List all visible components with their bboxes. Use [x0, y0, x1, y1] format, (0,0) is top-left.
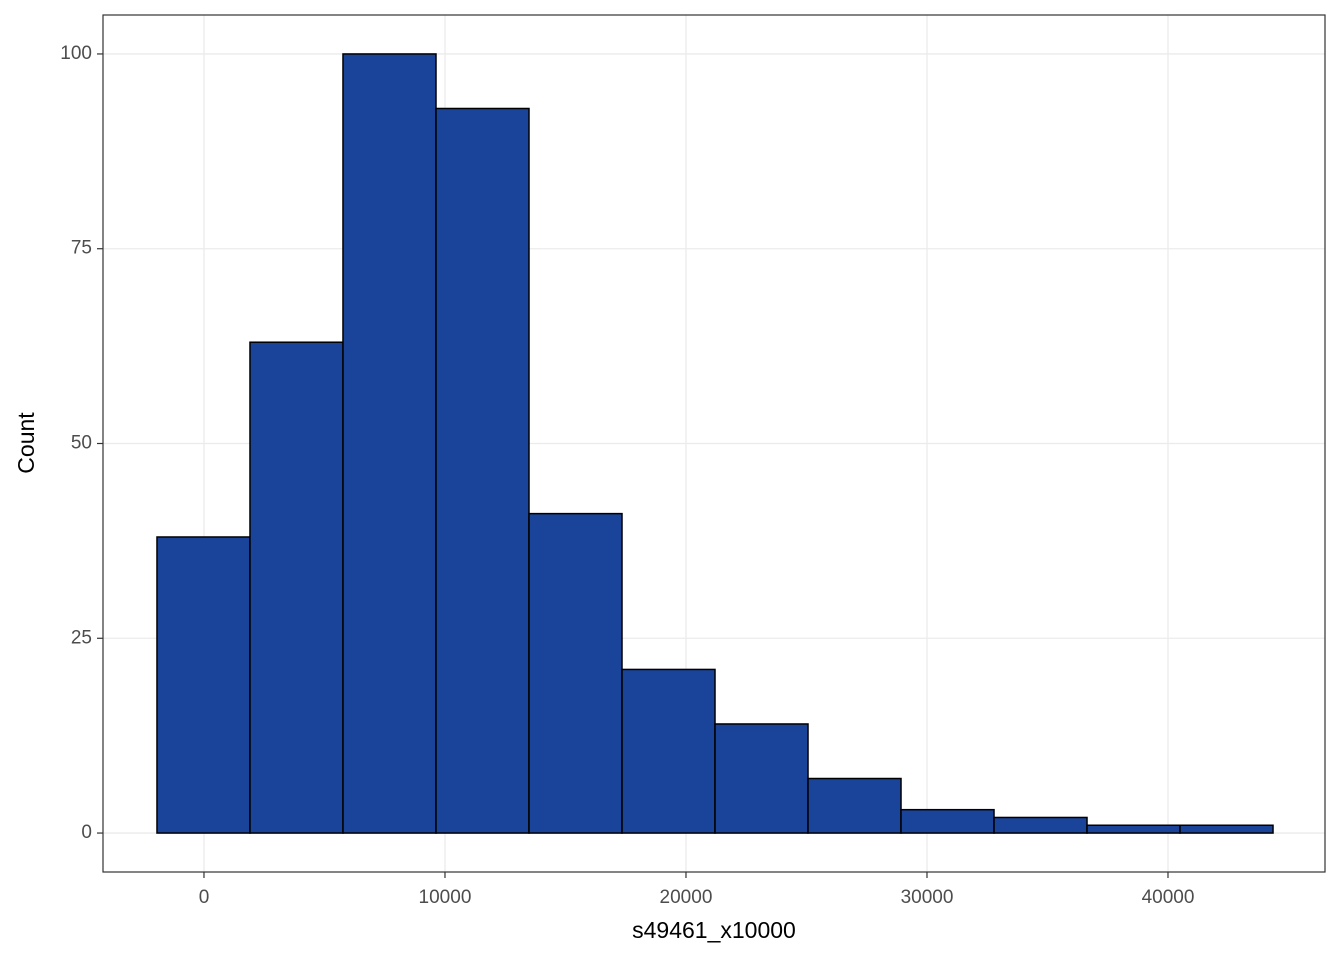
- x-tick-label: 30000: [901, 887, 954, 908]
- x-tick-label: 40000: [1142, 887, 1195, 908]
- bar: [156, 536, 251, 834]
- y-tick-label: 0: [81, 822, 92, 843]
- x-tick-label: 10000: [419, 887, 472, 908]
- bar: [249, 341, 344, 834]
- x-tick-label: 20000: [660, 887, 713, 908]
- y-axis-title: Count: [13, 412, 39, 474]
- bar: [714, 723, 809, 834]
- y-tick-label: 100: [60, 43, 92, 64]
- bar: [900, 808, 995, 834]
- bar: [342, 53, 437, 834]
- bar: [435, 107, 530, 834]
- bar: [807, 777, 902, 834]
- y-tick-label: 25: [71, 627, 92, 648]
- y-tick-label: 75: [71, 238, 92, 259]
- bar: [1179, 824, 1274, 834]
- bar: [621, 668, 716, 834]
- bar: [993, 816, 1088, 834]
- bar: [1086, 824, 1181, 834]
- y-tick-label: 50: [71, 433, 92, 454]
- x-axis-title: s49461_x10000: [632, 917, 796, 943]
- x-tick-label: 0: [199, 887, 210, 908]
- bar: [528, 512, 623, 834]
- bars: [156, 53, 1274, 834]
